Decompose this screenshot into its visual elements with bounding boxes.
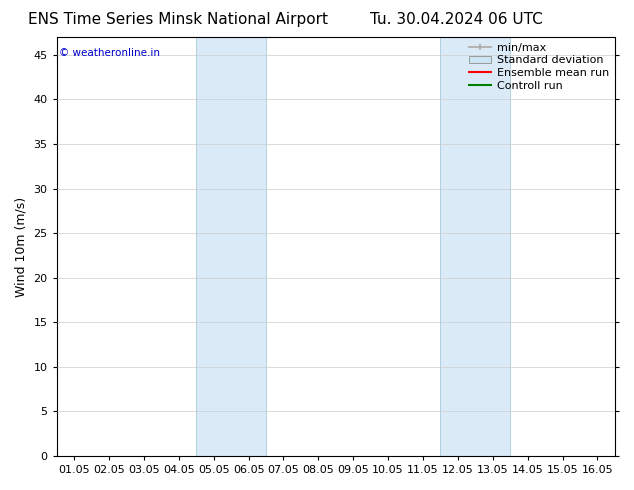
Bar: [197, 37, 266, 456]
Text: Tu. 30.04.2024 06 UTC: Tu. 30.04.2024 06 UTC: [370, 12, 543, 27]
Legend: min/max, Standard deviation, Ensemble mean run, Controll run: min/max, Standard deviation, Ensemble me…: [469, 43, 609, 91]
Text: © weatheronline.in: © weatheronline.in: [60, 48, 160, 57]
Bar: [441, 37, 510, 456]
Text: ENS Time Series Minsk National Airport: ENS Time Series Minsk National Airport: [27, 12, 328, 27]
Y-axis label: Wind 10m (m/s): Wind 10m (m/s): [15, 196, 28, 296]
